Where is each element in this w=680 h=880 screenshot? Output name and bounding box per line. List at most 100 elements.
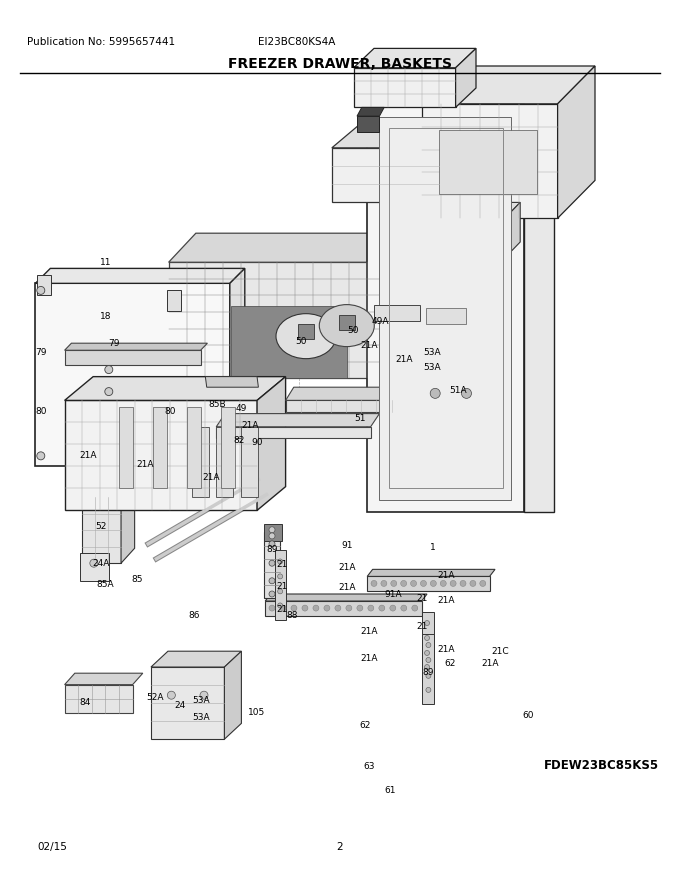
- Polygon shape: [82, 497, 121, 563]
- Circle shape: [269, 591, 275, 597]
- Polygon shape: [275, 550, 286, 620]
- Text: 89: 89: [423, 668, 434, 677]
- Text: 21A: 21A: [437, 571, 455, 580]
- Polygon shape: [65, 685, 133, 713]
- Polygon shape: [354, 68, 456, 107]
- Circle shape: [105, 387, 113, 396]
- Circle shape: [430, 581, 437, 586]
- Polygon shape: [558, 66, 595, 218]
- Text: 49: 49: [236, 404, 247, 413]
- Polygon shape: [367, 569, 495, 576]
- Text: 53A: 53A: [192, 713, 209, 722]
- Circle shape: [269, 527, 275, 532]
- Polygon shape: [151, 667, 224, 739]
- Polygon shape: [332, 148, 439, 202]
- Text: 21A: 21A: [481, 659, 499, 668]
- Polygon shape: [379, 117, 511, 500]
- Polygon shape: [424, 368, 488, 380]
- Text: 21A: 21A: [437, 596, 455, 605]
- Polygon shape: [424, 380, 476, 415]
- Text: 1: 1: [430, 543, 435, 552]
- Polygon shape: [205, 377, 258, 387]
- Text: 21A: 21A: [360, 341, 378, 350]
- Polygon shape: [65, 400, 257, 510]
- Text: 21A: 21A: [360, 654, 378, 663]
- Circle shape: [269, 533, 275, 539]
- Text: 21A: 21A: [396, 355, 413, 363]
- Text: 21: 21: [277, 582, 288, 590]
- Text: 53A: 53A: [424, 348, 441, 356]
- Text: 105: 105: [248, 708, 266, 717]
- Circle shape: [426, 687, 431, 693]
- Circle shape: [269, 605, 275, 611]
- Polygon shape: [339, 315, 355, 330]
- Text: 91A: 91A: [384, 590, 402, 599]
- Text: 21A: 21A: [202, 473, 220, 482]
- Circle shape: [390, 605, 396, 611]
- Text: 21A: 21A: [80, 451, 97, 460]
- Polygon shape: [332, 123, 468, 148]
- Text: 02/15: 02/15: [37, 841, 67, 852]
- Circle shape: [460, 581, 466, 586]
- Polygon shape: [216, 414, 379, 427]
- Text: 82: 82: [234, 436, 245, 444]
- Polygon shape: [230, 268, 245, 466]
- Text: FREEZER DRAWER, BASKETS: FREEZER DRAWER, BASKETS: [228, 57, 452, 71]
- Text: 21A: 21A: [241, 422, 259, 430]
- Circle shape: [280, 605, 286, 611]
- Text: 21A: 21A: [338, 563, 356, 572]
- Polygon shape: [354, 48, 476, 68]
- Circle shape: [412, 605, 418, 611]
- Polygon shape: [153, 407, 167, 488]
- Circle shape: [430, 388, 440, 399]
- Circle shape: [277, 603, 283, 608]
- Polygon shape: [426, 308, 466, 324]
- Polygon shape: [367, 576, 490, 591]
- Circle shape: [269, 578, 275, 583]
- Circle shape: [37, 451, 45, 460]
- Text: FDEW23BC85KS5: FDEW23BC85KS5: [544, 759, 659, 772]
- Circle shape: [313, 605, 319, 611]
- Polygon shape: [503, 202, 520, 260]
- Polygon shape: [422, 66, 595, 104]
- Text: 11: 11: [100, 258, 111, 267]
- Circle shape: [277, 589, 283, 594]
- Polygon shape: [169, 233, 449, 262]
- Text: 85B: 85B: [209, 400, 226, 409]
- Text: 80: 80: [165, 407, 175, 416]
- Polygon shape: [265, 601, 422, 616]
- Polygon shape: [80, 553, 109, 581]
- Circle shape: [379, 605, 385, 611]
- Circle shape: [37, 286, 45, 295]
- Circle shape: [324, 605, 330, 611]
- Circle shape: [462, 388, 471, 399]
- Circle shape: [105, 365, 113, 374]
- Text: 79: 79: [35, 348, 46, 356]
- Text: 49A: 49A: [372, 317, 390, 326]
- Circle shape: [277, 559, 283, 564]
- Circle shape: [346, 605, 352, 611]
- Polygon shape: [374, 305, 420, 321]
- Circle shape: [424, 635, 430, 641]
- Text: 53A: 53A: [424, 363, 441, 372]
- Text: 52A: 52A: [146, 693, 164, 702]
- Circle shape: [381, 581, 387, 586]
- Polygon shape: [439, 130, 537, 194]
- Polygon shape: [35, 283, 230, 466]
- Circle shape: [480, 581, 486, 586]
- Circle shape: [335, 605, 341, 611]
- Polygon shape: [37, 275, 51, 295]
- Circle shape: [420, 581, 426, 586]
- Circle shape: [450, 581, 456, 586]
- Text: 24A: 24A: [92, 559, 109, 568]
- Text: 21C: 21C: [492, 647, 509, 656]
- Circle shape: [411, 581, 417, 586]
- Polygon shape: [422, 233, 449, 378]
- Circle shape: [200, 691, 208, 700]
- Polygon shape: [424, 345, 461, 378]
- Text: 63: 63: [364, 762, 375, 771]
- Text: 50: 50: [347, 326, 358, 334]
- Polygon shape: [216, 427, 371, 438]
- Ellipse shape: [320, 304, 374, 347]
- Polygon shape: [286, 387, 415, 400]
